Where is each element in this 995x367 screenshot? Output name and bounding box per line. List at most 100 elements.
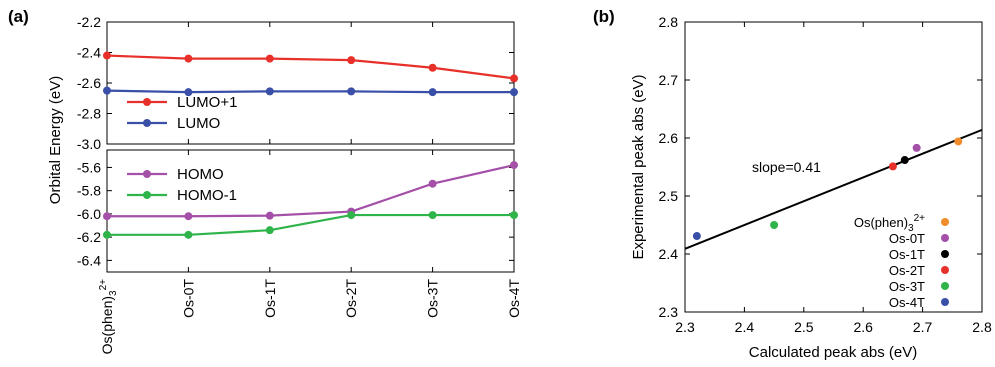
y-tick-label: -6.4 [77,252,101,268]
point-homo-os-phen-3-2 [103,212,111,221]
legend-label-os-2t: Os-2T [889,263,925,278]
legend-marker-homo [143,170,151,178]
point-lumo-os-2t [347,87,356,96]
x-tick-label-os-3t: Os-3T [425,279,441,318]
panel-a-lower-series [103,161,518,239]
point-homo-os-3t [428,179,437,188]
y-tick-label: -2.6 [77,75,101,91]
series-line-homo-1 [107,213,514,236]
legend-label-os-0t: Os-0T [889,231,925,246]
point-lumo-os-3t [428,88,437,97]
point-lumo-os-1t [265,87,274,96]
point-lumo-os-phen-3-2 [103,86,111,95]
legend-marker-lumo-1 [143,98,151,106]
panel-a-upper-series [103,51,518,97]
panel-b-fit-line [684,128,983,250]
panel-a-lower-frame [106,149,515,273]
point-homo-1-os-2t [347,211,356,220]
legend-label-os-3t: Os-3T [889,279,925,294]
x-tick-label: 2.5 [794,319,814,335]
legend-label-homo-1: HOMO-1 [177,187,237,204]
panel-b-frame [684,21,983,313]
slope-annotation: slope=0.41 [752,159,821,175]
y-tick-label: 2.5 [659,188,679,204]
series-line-lumo [106,89,514,94]
x-tick-label: 2.7 [913,319,933,335]
panel-a-lower-y-ticks: -5.6 -5.8 -6.0 -6.2 -6.4 [77,159,514,268]
legend-label-os-1t: Os-1T [889,247,925,262]
panel-b-ticks: 2.3 2.4 2.5 2.6 2.7 2.8 2.3 2.4 2.5 2.6 2.7 2.8 [659,14,992,335]
legend-label-homo: HOMO [177,166,224,183]
panel-b-label: (b) [593,7,615,26]
panel-a-lower-legend: HOMO HOMO-1 [127,166,237,204]
panel-a-label: (a) [8,7,29,26]
y-tick-label: 2.6 [659,130,679,146]
panel-a-ylabel: Orbital Energy (eV) [47,76,64,204]
point-lumo-1-os-3t [428,63,437,72]
y-tick-label: 2.4 [659,246,679,262]
x-tick-label-os-1t: Os-1T [262,279,278,318]
scatter-point-os-phen-3-2 [954,137,963,146]
panel-a-upper-frame [106,21,515,145]
y-tick-label: -2.2 [77,14,101,30]
y-tick-label: -5.8 [77,183,101,199]
point-homo-1-os-1t [265,226,274,235]
panel-b-ylabel: Experimental peak abs (eV) [630,74,647,259]
legend-label-os-4t: Os-4T [889,295,925,310]
point-lumo-os-0t [184,88,193,97]
fit-line [684,128,983,250]
legend-marker-os-3t [941,282,949,290]
x-tick-label: 2.8 [972,319,992,335]
y-tick-label: 2.3 [659,304,679,320]
y-tick-label: -3.0 [77,136,101,152]
panel-a-upper-legend: LUMO+1 LUMO [127,94,237,132]
point-lumo-os-4t [510,88,518,97]
scatter-point-os-3t [770,221,779,229]
y-tick-label: 2.8 [659,14,679,30]
point-homo-1-os-3t [428,211,437,220]
y-tick-label: -6.0 [77,206,101,222]
panel-b: (b) Experimental peak abs (eV) Calculate… [593,7,992,361]
scatter-point-os-2t [888,162,897,171]
point-homo-1-os-0t [184,230,193,239]
point-lumo-1-os-0t [184,54,193,63]
y-tick-label: -6.2 [77,229,101,245]
legend-marker-os-2t [941,266,949,274]
x-tick-label-os-2t: Os-2T [343,279,359,318]
x-tick-label: 2.6 [853,319,873,335]
legend-marker-homo-1 [143,191,151,199]
y-tick-label: 2.7 [659,72,679,88]
panel-a: (a) Orbital Energy (eV) -2.2 -2.4 -2.6 -2.8… [8,7,522,354]
legend-marker-lumo [143,119,151,127]
series-line-homo [107,164,515,218]
panel-a-upper-y-ticks: -2.2 -2.4 -2.6 -2.8 -3.0 [77,14,514,152]
legend-label-lumo-1: LUMO+1 [177,94,237,111]
point-homo-os-1t [265,211,274,220]
legend-marker-os-4t [941,298,949,306]
y-tick-label: -2.8 [77,106,101,122]
point-lumo-1-os-phen-3-2 [103,51,111,60]
x-tick-label-os-4t: Os-4T [506,279,522,318]
y-tick-label: -5.6 [77,159,101,175]
point-homo-1-os-phen-3-2 [103,230,111,239]
point-homo-os-0t [184,212,193,221]
series-line-lumo-1 [106,54,515,80]
panel-b-points [692,137,963,241]
point-lumo-1-os-1t [265,54,274,63]
scatter-point-os-0t [912,143,921,152]
panel-b-xlabel: Calculated peak abs (eV) [749,344,917,361]
y-tick-label: -2.4 [77,45,101,61]
scatter-point-os-1t [900,156,909,165]
point-lumo-1-os-4t [510,74,518,83]
x-tick-label-os-0t: Os-0T [180,279,196,318]
panel-a-x-ticks: Os(phen)32+ Os-0T Os-1T Os-2T Os-3T Os-4T [98,22,522,354]
x-tick-label-os-phen-3-2: Os(phen)32+ [98,279,119,354]
x-tick-label: 2.3 [675,319,695,335]
x-tick-label: 2.4 [735,319,755,335]
legend-marker-os-1t [941,250,949,258]
point-lumo-1-os-2t [347,56,356,65]
scatter-point-os-4t [692,232,701,241]
point-homo-1-os-4t [510,211,518,220]
